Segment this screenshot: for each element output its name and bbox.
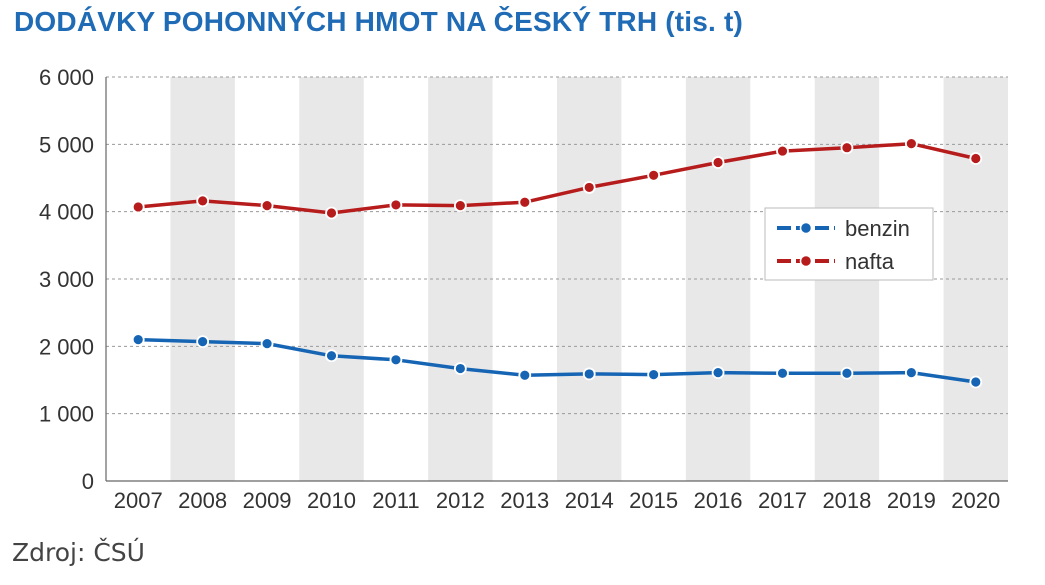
data-point-nafta [518,195,532,209]
data-point-nafta [389,198,403,212]
y-tick-label: 4 000 [39,200,94,225]
axes [105,77,1008,482]
data-point-benzin [518,368,532,382]
x-tick-label: 2008 [178,488,227,513]
x-tick-label: 2013 [500,488,549,513]
data-point-benzin [582,367,596,381]
y-tick-label: 5 000 [39,132,94,157]
data-point-benzin [131,333,145,347]
data-point-benzin [840,366,854,380]
legend: benzin nafta [764,207,934,281]
y-tick-label: 3 000 [39,267,94,292]
series-lines [131,137,983,389]
series-line-benzin [138,337,977,384]
legend-swatch-marker [799,254,813,268]
y-tick-label: 0 [82,469,94,494]
source-note: Zdroj: ČSÚ [12,538,145,567]
data-point-nafta [776,144,789,158]
data-point-benzin [647,368,661,382]
data-point-benzin [904,366,918,379]
data-point-benzin [260,337,274,351]
y-tick-label: 1 000 [39,402,94,427]
x-tick-label: 2010 [307,488,356,513]
x-tick-label: 2011 [372,488,419,513]
data-point-nafta [840,141,854,155]
x-tick-label: 2017 [758,488,807,513]
data-point-nafta [647,168,661,182]
x-tick-label: 2014 [565,488,614,513]
data-point-benzin [711,366,725,379]
y-tick-label: 2 000 [39,334,94,359]
data-point-nafta [196,194,210,208]
series-benzin [131,333,983,389]
data-point-nafta [131,200,145,214]
legend-label: benzin [845,216,910,241]
x-axis-ticks: 2007 2008 2009 2010 2011 2012 2013 2014 2015 2016… [114,488,1001,513]
data-point-benzin [325,349,338,363]
data-point-benzin [389,353,403,367]
data-point-benzin [969,375,983,389]
x-tick-label: 2020 [951,488,1000,513]
data-point-benzin [776,366,789,380]
legend-item-nafta: nafta [777,249,895,274]
series-line-nafta [138,141,977,215]
x-tick-label: 2007 [114,488,163,513]
legend-swatch-marker [799,221,813,235]
x-tick-label: 2015 [629,488,678,513]
legend-label: nafta [845,249,895,274]
data-point-nafta [260,199,274,213]
data-point-benzin [196,335,210,349]
data-point-nafta [711,156,725,169]
x-tick-label: 2016 [694,488,743,513]
data-point-nafta [325,206,338,220]
y-tick-label: 6 000 [39,65,94,90]
data-point-nafta [582,181,596,194]
x-tick-label: 2009 [243,488,292,513]
x-tick-label: 2019 [887,488,936,513]
data-point-nafta [453,199,467,213]
data-point-benzin [453,362,467,375]
x-tick-label: 2018 [822,488,871,513]
data-point-nafta [904,137,918,151]
legend-box [764,207,934,281]
series-nafta [131,137,983,220]
x-tick-label: 2012 [436,488,485,513]
legend-item-benzin: benzin [777,216,910,241]
data-point-nafta [969,152,983,165]
chart-title: DODÁVKY POHONNÝCH HMOT NA ČESKÝ TRH (tis… [14,6,744,37]
y-axis-ticks: 0 1 000 2 000 3 000 4 000 5 000 6 000 [39,65,94,494]
